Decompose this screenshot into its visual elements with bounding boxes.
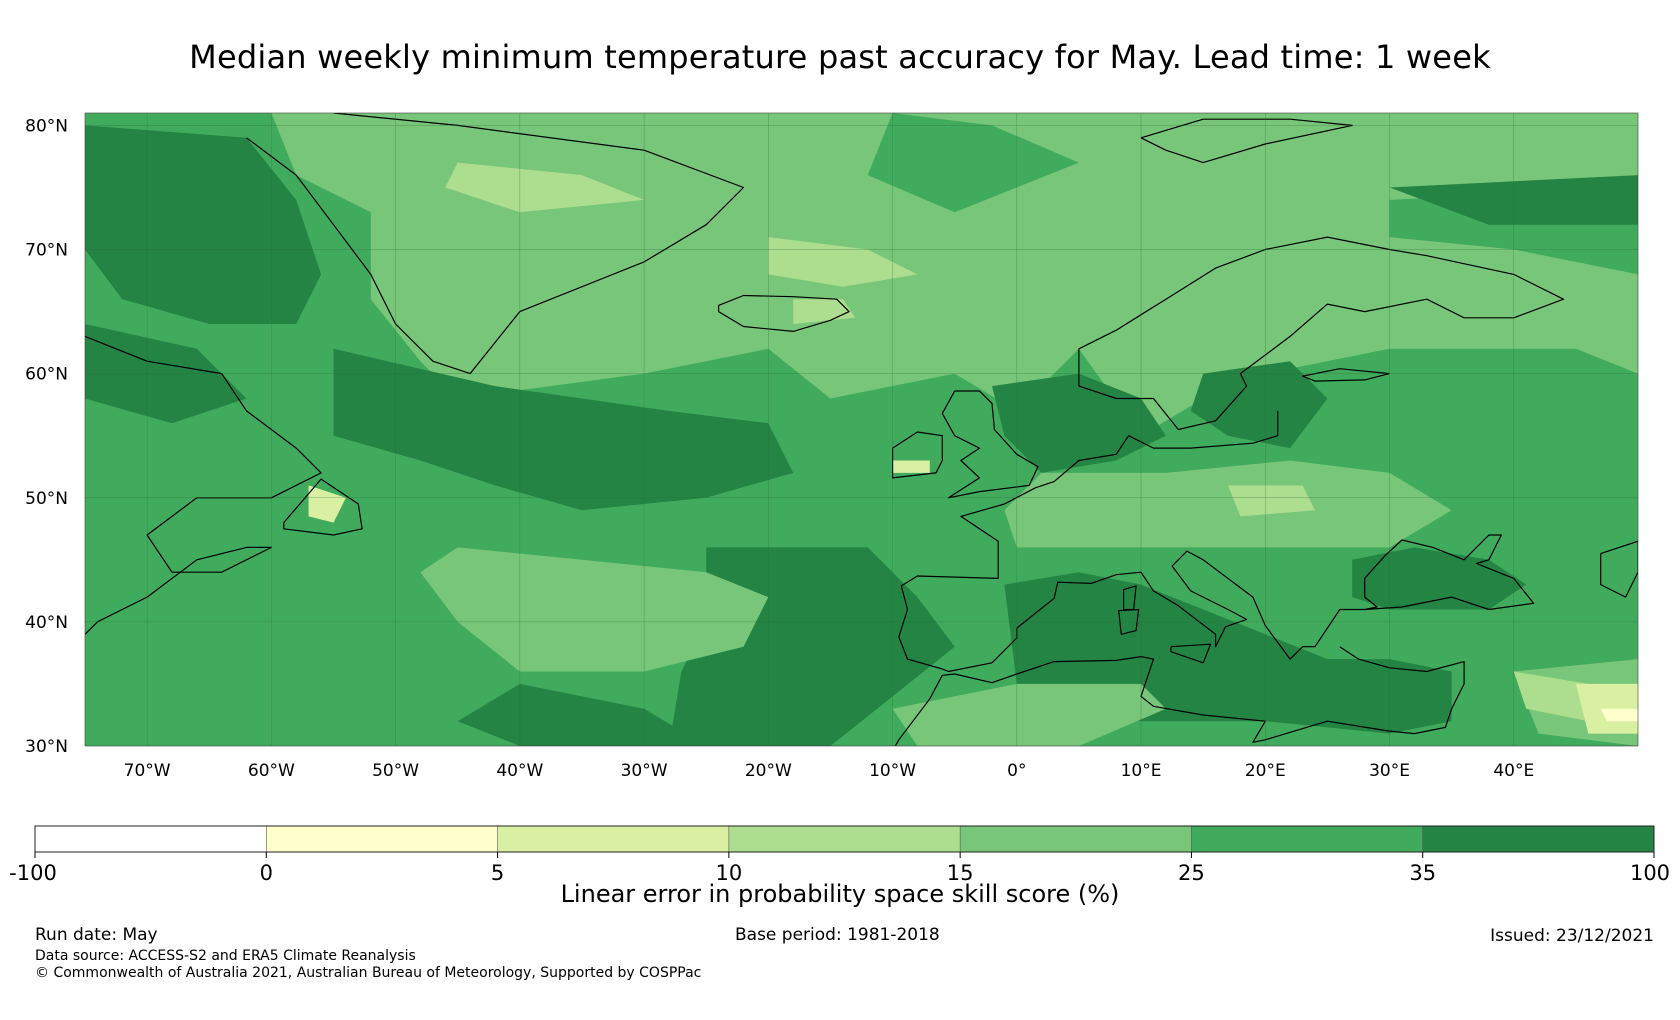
- colorbar-segment: [960, 826, 1192, 852]
- coastline: [1600, 540, 1638, 598]
- skill-region: [892, 460, 930, 473]
- colorbar-tick-label: 15: [947, 861, 974, 885]
- longitude-label: 10°W: [869, 761, 916, 781]
- longitude-label: 40°E: [1493, 761, 1534, 781]
- latitude-label: 30°N: [25, 737, 68, 757]
- longitude-label: 30°E: [1369, 761, 1410, 781]
- latitude-labels: 80°N 70°N 60°N 50°N 40°N 30°N: [25, 116, 68, 757]
- skill-region: [1600, 708, 1638, 722]
- longitude-label: 20°E: [1245, 761, 1286, 781]
- colorbar-title: Linear error in probability space skill …: [560, 880, 1120, 908]
- skill-region: [1240, 249, 1415, 324]
- coastline: [1122, 585, 1137, 611]
- coastline: [1420, 745, 1422, 746]
- longitude-label: 0°: [1007, 761, 1026, 781]
- colorbar: [34, 825, 1655, 853]
- skill-region: [445, 162, 645, 213]
- coastline: [1170, 643, 1212, 664]
- coastlines: [85, 113, 1638, 746]
- skill-region: [793, 299, 856, 324]
- longitude-label: 60°W: [248, 761, 295, 781]
- graticule: [85, 113, 1638, 746]
- colorbar-frame: [34, 825, 1655, 853]
- colorbar-tick-label: 25: [1178, 861, 1205, 885]
- colorbar-segment: [35, 826, 267, 852]
- issued-date: Issued: 23/12/2021: [1490, 926, 1654, 946]
- latitude-label: 70°N: [25, 241, 68, 261]
- longitude-label: 10°E: [1121, 761, 1162, 781]
- coastline: [1301, 368, 1390, 382]
- skill-region: [644, 224, 1079, 374]
- colorbar-segment: [1422, 826, 1654, 852]
- colorbar-tick-label: 5: [491, 861, 504, 885]
- latitude-label: 40°N: [25, 613, 68, 633]
- latitude-label: 80°N: [25, 116, 68, 136]
- skill-region: [892, 683, 1166, 746]
- skill-region: [333, 348, 794, 511]
- skill-region: [1513, 671, 1589, 722]
- longitude-label: 30°W: [621, 761, 668, 781]
- coastline: [246, 113, 745, 375]
- colorbar-tick-label: 35: [1409, 861, 1436, 885]
- coastline: [1128, 410, 1279, 449]
- coastline: [1078, 236, 1565, 431]
- run-date: Run date: May: [35, 925, 158, 945]
- longitude-labels: 70°W 60°W 50°W 40°W 30°W 20°W 10°W 0° 10°E 20°E 30…: [124, 761, 1535, 781]
- skill-region: [1190, 361, 1328, 449]
- coastline: [283, 478, 363, 536]
- colorbar-segment: [266, 826, 498, 852]
- colorbar-ticks: -100 0 5 10 15 25 35 100: [9, 852, 1670, 885]
- skill-region: [867, 113, 1079, 213]
- colorbar-segment: [1191, 826, 1423, 852]
- colorbar-tick-label: 10: [715, 861, 742, 885]
- skill-region: [1228, 485, 1315, 517]
- skill-region: [85, 125, 322, 325]
- skill-region: [1352, 547, 1527, 610]
- longitude-label: 70°W: [124, 761, 171, 781]
- longitude-label: 50°W: [372, 761, 419, 781]
- skill-region: [308, 485, 346, 523]
- base-period: Base period: 1981-2018: [735, 925, 940, 945]
- longitude-label: 40°W: [496, 761, 543, 781]
- coastline: [1140, 118, 1353, 164]
- coastline: [894, 646, 1465, 746]
- data-source: Data source: ACCESS-S2 and ERA5 Climate …: [35, 948, 416, 964]
- latitude-label: 60°N: [25, 365, 68, 385]
- map-title: Median weekly minimum temperature past a…: [189, 38, 1491, 76]
- colorbar-segment: [497, 826, 729, 852]
- colorbar-tick-label: -100: [9, 861, 57, 885]
- skill-region: [1004, 460, 1452, 548]
- coastline: [1118, 608, 1140, 635]
- skill-region: [420, 547, 769, 672]
- coastline: [898, 435, 1535, 673]
- coastline: [941, 390, 1039, 499]
- copyright: © Commonwealth of Australia 2021, Austra…: [35, 965, 702, 981]
- map-frame: [84, 112, 1639, 747]
- colorbar-tick-label: 0: [260, 861, 273, 885]
- map-area: [85, 113, 1638, 746]
- colorbar-segment: [728, 826, 961, 852]
- latitude-label: 50°N: [25, 489, 68, 509]
- longitude-label: 20°W: [745, 761, 792, 781]
- colorbar-tick-label: 100: [1630, 861, 1670, 885]
